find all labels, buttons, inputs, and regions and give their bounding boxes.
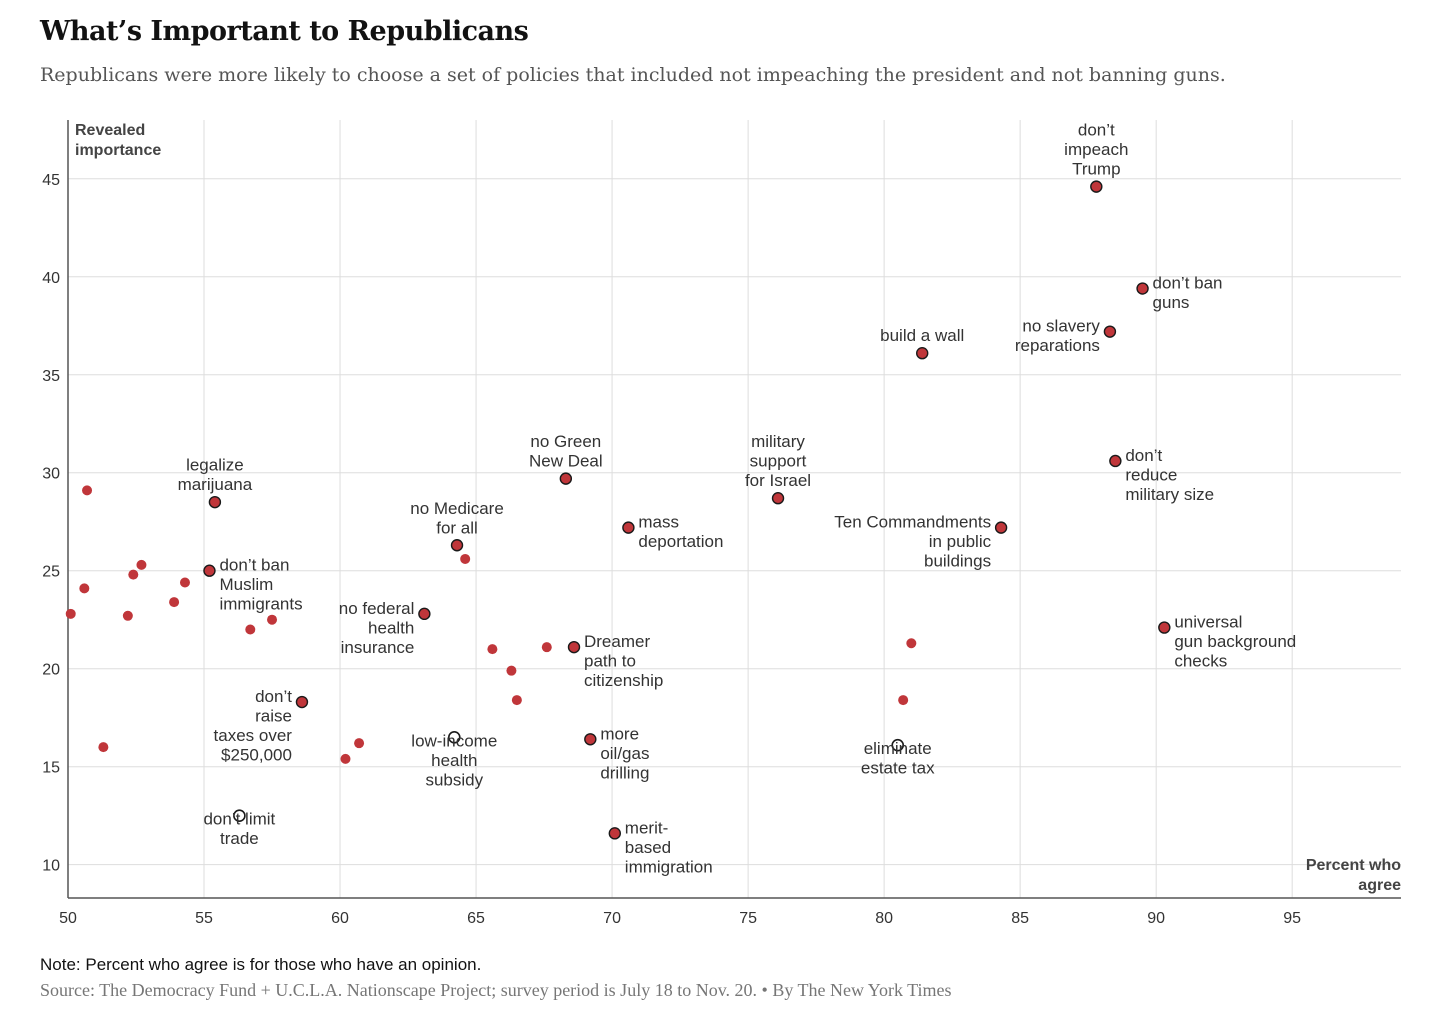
point-label: don’t ban Muslim immigrants xyxy=(219,556,302,614)
point-label: no slavery reparations xyxy=(1015,317,1101,356)
source-line: Source: The Democracy Fund + U.C.L.A. Na… xyxy=(40,980,952,1000)
point-label: eliminate estate tax xyxy=(861,739,935,778)
x-tick-label: 70 xyxy=(603,910,621,927)
x-tick-label: 80 xyxy=(875,910,893,927)
labeled-point xyxy=(1136,282,1149,295)
y-tick-label: 10 xyxy=(42,858,60,875)
x-tick-label: 95 xyxy=(1283,910,1301,927)
scatter-point xyxy=(487,644,498,655)
y-axis-title: Revealed importance xyxy=(75,122,161,159)
labeled-point xyxy=(450,539,464,552)
labeled-point xyxy=(584,733,597,746)
labeled-point xyxy=(208,495,222,509)
scatter-point xyxy=(128,569,139,580)
scatter-point xyxy=(541,642,552,653)
labeled-point-hollow xyxy=(891,738,905,752)
scatter-point xyxy=(98,742,109,753)
tick-labels: 50 55 60 65 70 75 80 85 90 95 10 15 20 25 30 35 40 45 xyxy=(42,172,1301,927)
scatter-point xyxy=(340,753,351,764)
chart-subtitle: Republicans were more likely to choose a… xyxy=(40,64,1226,86)
point-label: no Medicare for all xyxy=(410,499,504,538)
scatter-point xyxy=(79,583,90,594)
x-tick-label: 55 xyxy=(195,910,213,927)
labeled-point xyxy=(1103,325,1117,338)
point-label: don’t reduce military size xyxy=(1125,446,1214,504)
footnote: Note: Percent who agree is for those who… xyxy=(40,955,482,974)
point-label: don’t raise taxes over $250,000 xyxy=(214,687,293,765)
x-tick-label: 85 xyxy=(1011,910,1029,927)
point-label: merit-based immigration xyxy=(625,818,713,876)
labeled-point xyxy=(203,564,216,577)
x-axis-title: Percent who agree xyxy=(1306,857,1401,894)
y-tick-label: 30 xyxy=(42,466,60,483)
y-tick-label: 25 xyxy=(42,564,60,581)
point-label: don’t limit trade xyxy=(203,810,275,849)
scatter-point xyxy=(122,610,133,621)
point-label: don’t impeach Trump xyxy=(1064,121,1128,179)
labeled-point xyxy=(994,521,1008,534)
labeled-point xyxy=(567,640,581,654)
scatter-chart: 50 55 60 65 70 75 80 85 90 95 10 15 20 25 30 35 40 45 Rev… xyxy=(42,120,1401,927)
labeled-point xyxy=(1158,621,1171,634)
labeled-point-hollow xyxy=(233,809,246,822)
labeled-point xyxy=(559,472,573,485)
point-label: Dreamer path to citizenship xyxy=(584,632,663,690)
x-tick-label: 65 xyxy=(467,910,485,927)
labeled-point-hollow xyxy=(447,731,461,744)
point-label: military support for Israel xyxy=(745,432,811,490)
labeled-point xyxy=(1109,454,1122,468)
scatter-point xyxy=(245,624,256,635)
point-label: universal gun background checks xyxy=(1174,613,1296,671)
scatter-point xyxy=(65,608,76,619)
data-points xyxy=(65,180,1171,840)
point-label: don’t ban guns xyxy=(1153,274,1223,313)
point-label: no Green New Deal xyxy=(529,432,603,471)
x-tick-label: 90 xyxy=(1147,910,1165,927)
labeled-point xyxy=(1090,180,1103,193)
labeled-point xyxy=(608,827,622,840)
point-label: Ten Commandments in public buildings xyxy=(834,513,991,571)
scatter-point xyxy=(506,665,517,676)
point-label: no federal health insurance xyxy=(339,599,415,657)
scatter-point xyxy=(898,695,909,706)
axes xyxy=(67,120,1401,899)
point-label: more oil/gas drilling xyxy=(600,724,649,782)
grid-lines xyxy=(68,120,1401,898)
y-tick-label: 20 xyxy=(42,662,60,679)
y-tick-label: 45 xyxy=(42,172,60,189)
x-tick-label: 75 xyxy=(739,910,757,927)
x-tick-label: 50 xyxy=(59,910,77,927)
y-tick-label: 40 xyxy=(42,270,60,287)
labeled-point xyxy=(916,347,929,360)
labeled-point xyxy=(622,521,635,534)
scatter-point xyxy=(354,738,365,749)
scatter-point xyxy=(267,614,278,625)
scatter-point xyxy=(136,559,147,570)
labeled-point xyxy=(418,607,431,621)
scatter-point xyxy=(511,695,522,706)
point-label: mass deportation xyxy=(638,513,723,552)
scatter-point xyxy=(169,597,180,608)
point-label: legalize marijuana xyxy=(178,456,253,495)
point-label: build a wall xyxy=(880,326,964,345)
labeled-point xyxy=(771,492,785,505)
point-label: low-income health subsidy xyxy=(411,731,497,789)
chart-title: What’s Important to Republicans xyxy=(40,16,529,47)
scatter-point xyxy=(460,553,471,564)
scatter-point xyxy=(906,638,917,649)
y-tick-label: 15 xyxy=(42,760,60,777)
point-labels: don’t impeach Trump don’t ban guns no slavery… xyxy=(178,121,1297,877)
x-tick-label: 60 xyxy=(331,910,349,927)
labeled-point xyxy=(295,695,309,709)
scatter-point xyxy=(82,485,93,496)
y-tick-label: 35 xyxy=(42,368,60,385)
scatter-point xyxy=(179,577,190,588)
